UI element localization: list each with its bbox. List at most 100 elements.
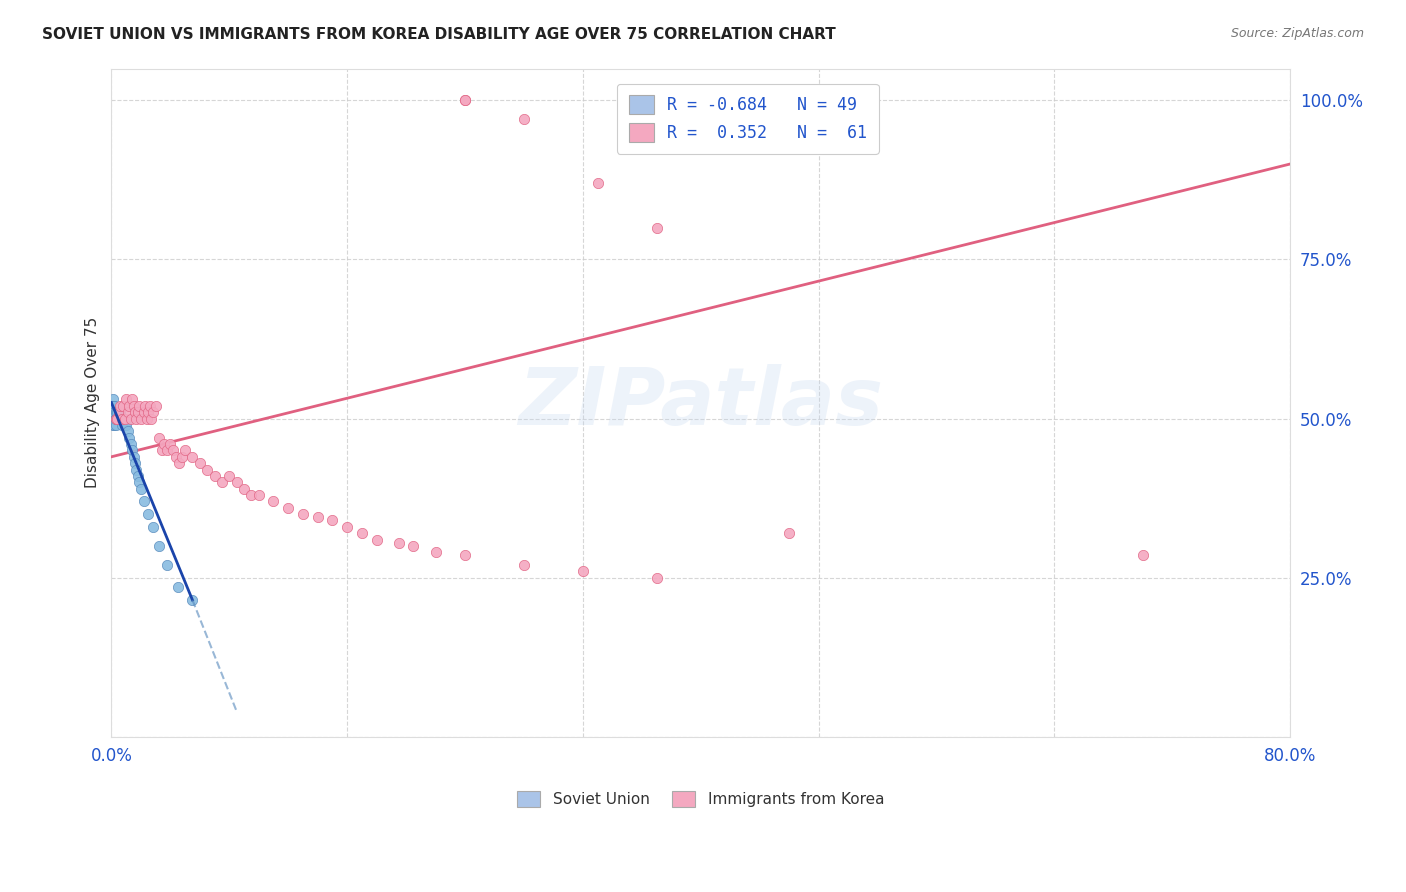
Point [101, 399, 124, 413]
Point [107, 405, 129, 419]
Point [127, 468, 149, 483]
Point [103, 417, 125, 432]
Point [645, 220, 668, 235]
Point [104, 411, 127, 425]
Point [165, 450, 187, 464]
Point [104, 405, 127, 419]
Point [240, 488, 263, 502]
Point [101, 405, 124, 419]
Point [110, 405, 132, 419]
Point [148, 539, 170, 553]
Point [105, 411, 128, 425]
Point [645, 571, 668, 585]
Point [162, 443, 184, 458]
Text: Source: ZipAtlas.com: Source: ZipAtlas.com [1230, 27, 1364, 40]
Point [105, 405, 128, 419]
Point [277, 500, 299, 515]
Point [101, 417, 124, 432]
Point [136, 405, 159, 419]
Legend: Soviet Union, Immigrants from Korea: Soviet Union, Immigrants from Korea [512, 785, 890, 814]
Point [104, 417, 127, 432]
Point [141, 411, 163, 425]
Point [114, 411, 136, 425]
Point [103, 399, 125, 413]
Point [181, 593, 204, 607]
Point [148, 431, 170, 445]
Point [454, 549, 477, 563]
Point [204, 468, 226, 483]
Point [111, 417, 134, 432]
Point [263, 494, 285, 508]
Point [172, 450, 194, 464]
Point [110, 411, 132, 425]
Point [174, 443, 197, 458]
Point [124, 405, 146, 419]
Point [156, 443, 179, 458]
Point [188, 456, 211, 470]
Point [366, 533, 388, 547]
Point [101, 405, 124, 419]
Point [128, 399, 150, 413]
Y-axis label: Disability Age Over 75: Disability Age Over 75 [86, 317, 100, 488]
Point [101, 392, 124, 407]
Point [129, 482, 152, 496]
Point [112, 411, 135, 425]
Point [103, 405, 125, 419]
Point [135, 411, 157, 425]
Point [145, 399, 167, 413]
Point [115, 392, 138, 407]
Point [121, 443, 143, 458]
Point [167, 456, 190, 470]
Point [122, 399, 145, 413]
Text: ZIPatlas: ZIPatlas [519, 364, 883, 442]
Point [103, 411, 125, 425]
Point [101, 399, 124, 413]
Point [181, 450, 204, 464]
Point [117, 425, 139, 439]
Point [104, 411, 127, 425]
Point [105, 411, 128, 425]
Point [104, 411, 127, 425]
Point [195, 462, 218, 476]
Point [122, 450, 145, 464]
Point [104, 411, 127, 425]
Point [128, 475, 150, 490]
Point [159, 437, 181, 451]
Point [291, 507, 314, 521]
Point [225, 475, 247, 490]
Point [118, 399, 141, 413]
Point [350, 526, 373, 541]
Point [321, 513, 343, 527]
Point [336, 520, 359, 534]
Point [134, 399, 156, 413]
Point [586, 176, 609, 190]
Point [129, 411, 152, 425]
Point [120, 437, 142, 451]
Point [101, 411, 124, 425]
Point [103, 399, 125, 413]
Point [117, 405, 139, 419]
Point [120, 411, 142, 425]
Point [121, 392, 143, 407]
Point [156, 558, 179, 572]
Point [778, 526, 800, 541]
Point [153, 437, 176, 451]
Point [138, 399, 160, 413]
Point [218, 468, 240, 483]
Point [125, 462, 148, 476]
Point [127, 405, 149, 419]
Point [388, 535, 411, 549]
Point [115, 417, 138, 432]
Point [142, 405, 165, 419]
Point [103, 411, 125, 425]
Point [425, 545, 447, 559]
Point [513, 112, 536, 127]
Point [247, 488, 270, 502]
Point [110, 399, 132, 413]
Text: SOVIET UNION VS IMMIGRANTS FROM KOREA DISABILITY AGE OVER 75 CORRELATION CHART: SOVIET UNION VS IMMIGRANTS FROM KOREA DI… [42, 27, 837, 42]
Point [307, 510, 329, 524]
Point [103, 405, 125, 419]
Point [101, 411, 124, 425]
Point [107, 411, 129, 425]
Point [107, 405, 129, 419]
